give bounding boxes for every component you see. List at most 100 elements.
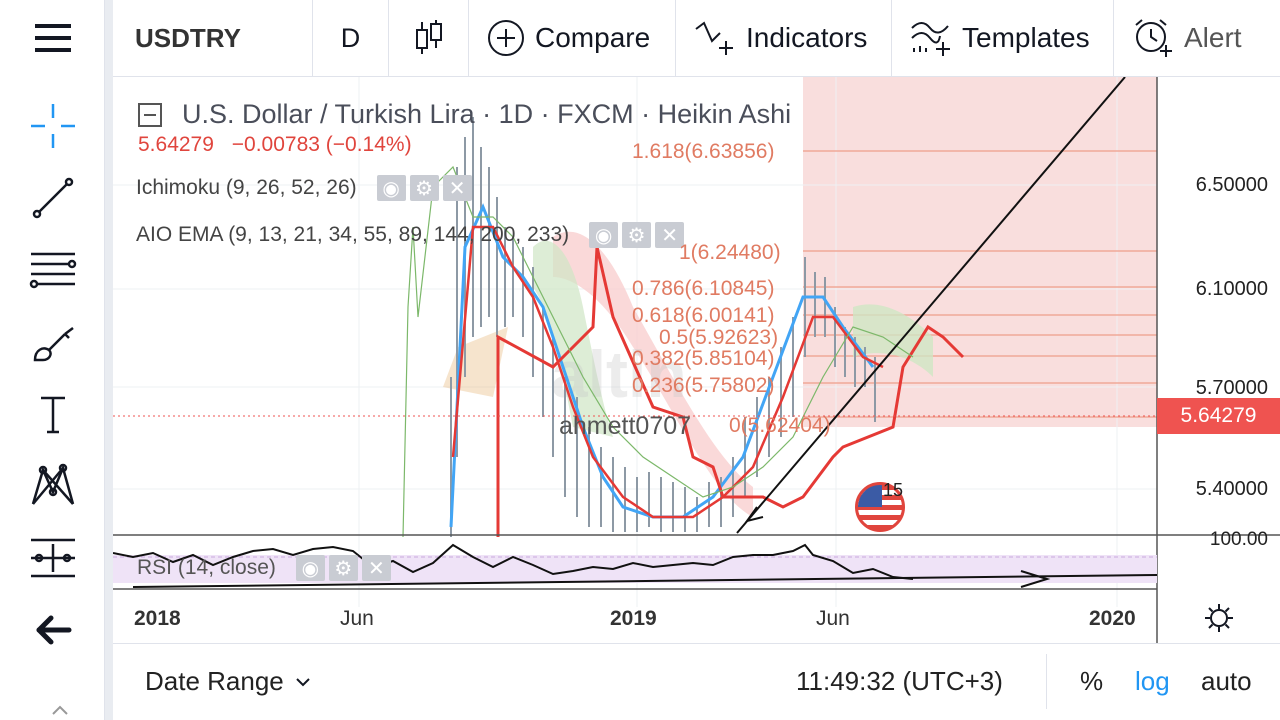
alert-label: Alert bbox=[1184, 22, 1242, 53]
chart-area[interactable]: altin U.S. Dollar / Turkish Lira · 1D · … bbox=[113, 77, 1280, 643]
measure-icon[interactable] bbox=[22, 530, 84, 586]
fib-level-0618: 0.618(6.00141) bbox=[632, 304, 775, 327]
ema-fast-line bbox=[449, 203, 875, 528]
cloud-green-1 bbox=[533, 240, 613, 437]
auto-scale-toggle[interactable]: auto bbox=[1201, 666, 1252, 696]
target-zone bbox=[803, 77, 1157, 427]
compare-label: Compare bbox=[535, 22, 651, 53]
fib-level-0: 0(5.62404) bbox=[729, 414, 831, 437]
alert-button[interactable]: Alert bbox=[1114, 0, 1280, 77]
legend-last-price: 5.64279 bbox=[138, 133, 214, 156]
percent-scale-toggle[interactable]: % bbox=[1080, 666, 1104, 696]
hamburger-icon[interactable] bbox=[22, 10, 84, 66]
last-price-tag: 5.64279 bbox=[1157, 398, 1280, 434]
time-tick: Jun bbox=[816, 607, 850, 630]
rsi-line bbox=[113, 543, 914, 580]
templates-label: Templates bbox=[962, 22, 1090, 53]
chart-type-button[interactable] bbox=[389, 0, 469, 77]
fib-level-0382: 0.382(5.85104) bbox=[632, 347, 775, 370]
study-aio-ema[interactable]: AIO EMA (9, 13, 21, 34, 55, 89, 144, 200… bbox=[136, 222, 685, 248]
date-range-button[interactable]: Date Range bbox=[145, 666, 314, 697]
cloud-green-2 bbox=[853, 304, 933, 377]
close-icon[interactable]: ✕ bbox=[442, 175, 472, 201]
top-toolbar: USDTRY D Compare Indicators Templates Al… bbox=[113, 0, 1280, 77]
chart-legend-title[interactable]: U.S. Dollar / Turkish Lira · 1D · FXCM ·… bbox=[138, 99, 791, 130]
collapse-legend-icon[interactable] bbox=[138, 102, 162, 127]
clock-display[interactable]: 11:49:32 (UTC+3) bbox=[796, 666, 1003, 696]
study-aio-ema-label: AIO EMA (9, 13, 21, 34, 55, 89, 144, 200… bbox=[136, 223, 570, 246]
gear-icon[interactable]: ⚙ bbox=[409, 175, 439, 201]
study-ichimoku[interactable]: Ichimoku (9, 26, 52, 26) ◉ ⚙ ✕ bbox=[136, 175, 472, 201]
study-ichimoku-label: Ichimoku (9, 26, 52, 26) bbox=[136, 176, 357, 199]
fib-retracement-icon[interactable] bbox=[22, 242, 84, 298]
fib-level-0236: 0.236(5.75802) bbox=[632, 374, 775, 397]
symbol-search-button[interactable]: USDTRY bbox=[113, 0, 313, 77]
time-tick: 2018 bbox=[134, 607, 181, 630]
events-count: 15 bbox=[883, 480, 904, 500]
log-scale-toggle[interactable]: log bbox=[1135, 666, 1170, 696]
ichimoku-lagging-line bbox=[402, 165, 914, 538]
price-tick: 6.10000 bbox=[1195, 278, 1268, 300]
gear-icon[interactable]: ⚙ bbox=[622, 222, 652, 248]
trend-arrow bbox=[744, 506, 764, 523]
date-range-label: Date Range bbox=[145, 666, 284, 696]
bottom-bar: Date Range 11:49:32 (UTC+3) % log auto bbox=[113, 643, 1280, 720]
symbol-description: U.S. Dollar / Turkish Lira · 1D · FXCM ·… bbox=[182, 99, 792, 129]
text-icon[interactable] bbox=[22, 386, 84, 442]
us-flag-events-icon[interactable] bbox=[855, 482, 905, 532]
pattern-icon[interactable] bbox=[22, 458, 84, 514]
legend-price-row: 5.64279 −0.00783 (−0.14%) bbox=[138, 133, 424, 157]
chart-settings-icon[interactable] bbox=[1203, 602, 1235, 634]
rsi-axis-tick: 100.00 bbox=[1209, 529, 1268, 550]
gear-icon[interactable]: ⚙ bbox=[328, 555, 358, 581]
arrow-left-icon[interactable] bbox=[22, 602, 84, 658]
fib-level-1618: 1.618(6.63856) bbox=[632, 140, 775, 163]
toolbar-divider bbox=[105, 0, 113, 720]
fib-level-0786: 0.786(6.10845) bbox=[632, 277, 775, 300]
chart-canvas[interactable]: altin bbox=[113, 77, 1280, 643]
templates-button[interactable]: Templates bbox=[892, 0, 1114, 77]
trend-line bbox=[736, 77, 1126, 534]
indicators-label: Indicators bbox=[746, 22, 868, 53]
rsi-trendline bbox=[132, 574, 1158, 588]
grid bbox=[113, 77, 1157, 607]
chevron-up-icon[interactable] bbox=[50, 700, 70, 720]
crosshair-icon[interactable] bbox=[22, 98, 84, 154]
study-rsi[interactable]: RSI (14, close) ◉ ⚙ ✕ bbox=[137, 555, 391, 581]
templates-icon bbox=[911, 22, 950, 56]
eye-icon[interactable]: ◉ bbox=[589, 222, 619, 248]
legend-change: −0.00783 (−0.14%) bbox=[231, 133, 412, 156]
study-rsi-label: RSI (14, close) bbox=[137, 556, 276, 579]
ichimoku-base-line bbox=[496, 246, 965, 537]
eye-icon[interactable]: ◉ bbox=[295, 555, 325, 581]
rsi-arrow bbox=[1020, 570, 1051, 588]
price-tick: 6.50000 bbox=[1195, 174, 1268, 196]
price-tick: 5.40000 bbox=[1195, 478, 1268, 500]
time-tick: 2019 bbox=[610, 607, 657, 630]
plus-circle-icon bbox=[488, 20, 524, 56]
watermark-username: ahmett0707 bbox=[559, 412, 692, 440]
eye-icon[interactable]: ◉ bbox=[376, 175, 406, 201]
candles-icon bbox=[415, 20, 442, 54]
price-tick: 5.70000 bbox=[1195, 377, 1268, 399]
brush-icon[interactable] bbox=[22, 316, 84, 372]
compare-button[interactable]: Compare bbox=[469, 0, 676, 77]
trendline-icon[interactable] bbox=[22, 170, 84, 226]
fib-level-05: 0.5(5.92623) bbox=[659, 326, 779, 349]
symbol-label: USDTRY bbox=[135, 22, 241, 53]
chevron-down-icon bbox=[296, 677, 310, 686]
alarm-clock-icon bbox=[1135, 19, 1172, 57]
rsi-band bbox=[113, 555, 1157, 583]
indicators-icon bbox=[695, 21, 733, 55]
cloud-red bbox=[553, 231, 753, 517]
fib-level-1: 1(6.24480) bbox=[679, 241, 781, 264]
close-icon[interactable]: ✕ bbox=[655, 222, 685, 248]
close-icon[interactable]: ✕ bbox=[361, 555, 391, 581]
time-tick: Jun bbox=[340, 607, 374, 630]
ema-slow-line bbox=[451, 225, 884, 519]
left-toolbar bbox=[0, 0, 113, 720]
bottom-divider bbox=[1046, 654, 1047, 709]
interval-button[interactable]: D bbox=[313, 0, 389, 77]
interval-label: D bbox=[340, 22, 361, 53]
indicators-button[interactable]: Indicators bbox=[676, 0, 892, 77]
